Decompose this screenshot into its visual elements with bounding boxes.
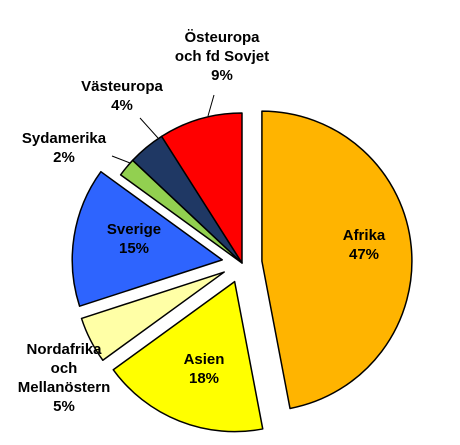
slice-name-label: Östeuropa [184,29,260,46]
slice-name-label: och [51,360,78,377]
pie-slice-sverige [71,170,223,307]
pie-slice-asien [112,280,264,433]
slice-label: Asien 18% [184,351,225,387]
slice-name-label: Sverige [107,221,161,238]
slice-name-label: Sydamerika [22,130,107,147]
slice-name-label: Afrika [343,227,386,244]
pie-slice-afrika [261,110,413,410]
slice-value-label: 5% [53,398,75,415]
slice-label: Östeuropa och fd Sovjet 9% [175,29,269,84]
slice-value-label: 47% [349,246,379,263]
slice-label: Nordafrika och Mellanöstern 5% [18,341,111,415]
pie-slice--steuropa [160,112,243,264]
slice-label: Sydamerika 2% [22,130,107,166]
slice-name-label: Nordafrika [26,341,102,358]
leader-line [111,155,131,164]
slice-name-label: och fd Sovjet [175,48,269,65]
slice-name-label: Mellanöstern [18,379,111,396]
slice-name-label: Västeuropa [81,78,163,95]
slice-value-label: 18% [189,370,219,387]
slice-value-label: 15% [119,240,149,257]
leader-line [207,94,215,117]
slice-labels: Afrika 47% Asien 18% Nordafrika och Mellanöste… [18,29,386,415]
pie-slices [71,110,413,433]
slice-value-label: 2% [53,149,75,166]
leader-line [139,117,159,139]
slice-name-label: Asien [184,351,225,368]
pie-slice-nordafrika [80,271,225,361]
slice-label: Afrika 47% [343,227,386,263]
slice-label: Sverige 15% [107,221,161,257]
slice-value-label: 9% [211,67,233,84]
leader-lines [111,94,215,164]
slice-label: Västeuropa 4% [81,78,163,114]
slice-value-label: 4% [111,97,133,114]
